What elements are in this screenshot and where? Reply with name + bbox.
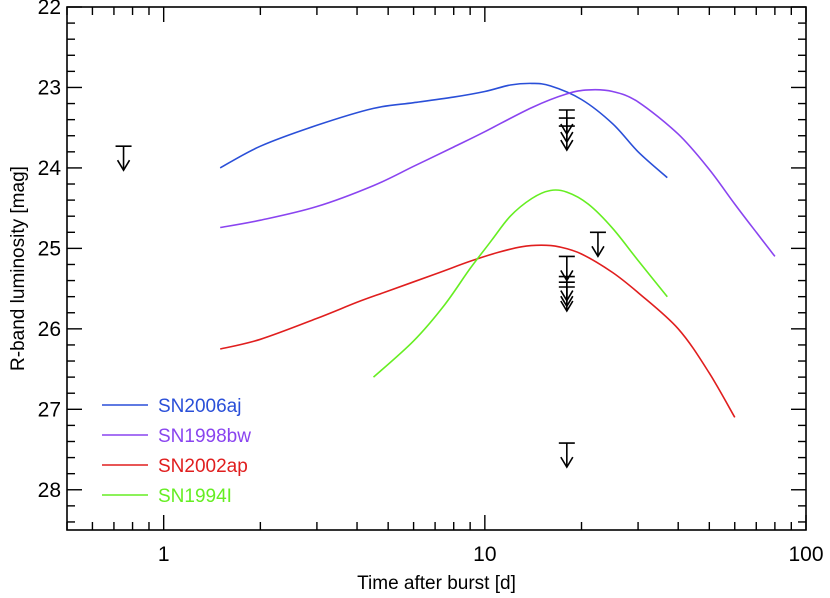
- series-line-sn1998bw: [220, 88, 776, 257]
- upper-limit-marker: [558, 125, 575, 152]
- y-tick-label: 26: [38, 318, 61, 341]
- y-tick-label: 25: [38, 237, 61, 260]
- series-line-sn1994i: [372, 189, 668, 378]
- upper-limit-marker: [558, 286, 575, 313]
- y-tick-label: 22: [38, 0, 61, 19]
- x-tick-label: 100: [788, 543, 823, 566]
- y-axis-title: R-band luminosity [mag]: [8, 166, 29, 371]
- legend-label: SN2006aj: [158, 396, 241, 417]
- upper-limit-marker: [558, 442, 575, 469]
- x-axis-title: Time after burst [d]: [357, 573, 516, 594]
- legend-label: SN1998bw: [158, 426, 251, 447]
- y-tick-label: 28: [38, 479, 61, 502]
- legend: SN2006aj SN1998bw SN2002ap SN1994I: [102, 396, 251, 507]
- y-tick-label: 27: [38, 398, 61, 421]
- upper-limit-marker: [115, 145, 132, 172]
- legend-label: SN1994I: [158, 486, 232, 507]
- legend-label: SN2002ap: [158, 456, 248, 477]
- plot-frame: [66, 6, 807, 531]
- upper-limit-marker: [589, 231, 606, 258]
- y-tick-label: 24: [38, 157, 62, 180]
- series-line-sn2006aj: [219, 82, 668, 179]
- x-tick-label: 10: [473, 543, 496, 566]
- y-tick-label: 23: [38, 76, 61, 99]
- series-line-sn2002ap: [220, 244, 736, 418]
- x-tick-label: 1: [158, 543, 170, 566]
